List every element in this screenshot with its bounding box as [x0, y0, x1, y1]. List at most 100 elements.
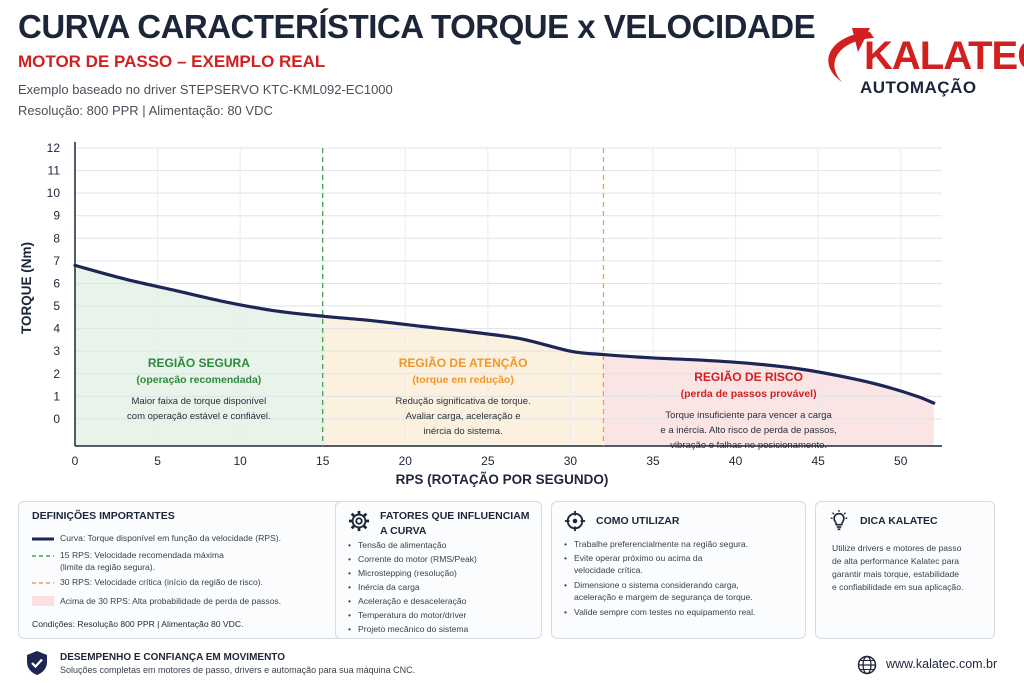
reference-lines — [322, 148, 605, 446]
logo-swoosh — [828, 28, 874, 82]
definition-text: Curva: Torque disponível em função da ve… — [60, 533, 282, 543]
kalatec-logo: KALATEC AUTOMAÇÃO — [812, 22, 1024, 100]
x-tick-label: 15 — [316, 454, 330, 468]
y-tick-label: 9 — [53, 209, 60, 223]
region-description: com operação estável e confiável. — [127, 411, 271, 422]
region-description: Torque insuficiente para vencer a carga — [665, 410, 832, 421]
driver-info: Exemplo baseado no driver STEPSERVO KTC-… — [18, 82, 393, 97]
usage-item-text-2: aceleração e margem de segurança de torq… — [574, 592, 753, 602]
region-labels: REGIÃO SEGURA (operação recomendada) Maior… — [127, 355, 837, 451]
tip-card: DICA KALATEC Utilize drivers e motores d… — [815, 501, 995, 639]
x-tick-label: 0 — [72, 454, 79, 468]
region-subtitle: (operação recomendada) — [136, 374, 261, 386]
region-description: inércia do sistema. — [423, 426, 502, 437]
tip-title: DICA KALATEC — [860, 515, 938, 527]
y-tick-label: 12 — [47, 141, 61, 155]
gear-icon — [348, 510, 370, 532]
page-subtitle: MOTOR DE PASSO – EXEMPLO REAL — [18, 52, 326, 71]
definition-text: 30 RPS: Velocidade crítica (início da re… — [60, 577, 264, 587]
website-link[interactable]: www.kalatec.com.br — [886, 657, 998, 671]
region-fill-0 — [75, 265, 323, 446]
y-tick-label: 5 — [53, 299, 60, 313]
factors-title-2: A CURVA — [380, 525, 427, 537]
region-description: Avaliar carga, aceleração e — [406, 411, 521, 422]
usage-item-text: Evite operar próximo ou acima da — [574, 553, 703, 563]
factor-item: Tensão de alimentação — [348, 539, 446, 551]
x-tick-label: 40 — [729, 454, 743, 468]
definitions-title: DEFINIÇÕES IMPORTANTES — [32, 510, 175, 522]
y-tick-label: 0 — [53, 412, 60, 426]
y-tick-label: 10 — [47, 186, 61, 200]
y-tick-label: 11 — [48, 164, 61, 178]
definition-text-2: (limite da região segura). — [60, 562, 156, 572]
definition-15rps: 15 RPS: Velocidade recomendada máxima (l… — [32, 549, 224, 573]
region-title: REGIÃO SEGURA — [148, 355, 250, 370]
x-tick-label: 5 — [154, 454, 161, 468]
tip-line: de alta performance Kalatec para — [832, 556, 960, 566]
y-tick-label: 2 — [53, 367, 60, 381]
target-icon — [564, 510, 586, 532]
usage-item: Dimensione o sistema considerando carga,… — [564, 579, 753, 603]
usage-item: Valide sempre com testes no equipamento … — [564, 606, 756, 618]
usage-item: Evite operar próximo ou acima da velocida… — [564, 552, 703, 576]
factors-card: FATORES QUE INFLUENCIAM A CURVA Tensão d… — [335, 501, 542, 639]
definition-text: 15 RPS: Velocidade recomendada máxima — [60, 550, 224, 560]
logo-sub: AUTOMAÇÃO — [860, 78, 977, 97]
definition-risk: Acima de 30 RPS: Alta probabilidade de p… — [32, 595, 281, 607]
footer: DESEMPENHO E CONFIANÇA EM MOVIMENTO Solu… — [0, 645, 1024, 683]
footer-tagline: Soluções completas em motores de passo, … — [60, 665, 416, 675]
y-tick-label: 6 — [53, 276, 60, 290]
tip-line: Utilize drivers e motores de passo — [832, 543, 962, 553]
usage-item-text: Dimensione o sistema considerando carga, — [574, 580, 739, 590]
factor-item: Corrente do motor (RMS/Peak) — [348, 553, 477, 565]
x-tick-label: 45 — [811, 454, 825, 468]
factor-item: Inércia da carga — [348, 581, 420, 593]
conditions-text: Condições: Resolução 800 PPR | Alimentaç… — [32, 619, 244, 629]
region-subtitle: (perda de passos provável) — [681, 388, 817, 400]
x-tick-label: 50 — [894, 454, 908, 468]
x-tick-label: 20 — [399, 454, 413, 468]
shield-icon — [27, 651, 47, 675]
tip-line: garantir mais torque, estabilidade — [832, 569, 960, 579]
definitions-card: DEFINIÇÕES IMPORTANTES Curva: Torque dis… — [18, 501, 351, 639]
usage-item-text-2: velocidade crítica. — [574, 565, 643, 575]
tip-header: DICA KALATEC — [828, 510, 938, 532]
lightbulb-icon — [830, 510, 848, 531]
logo-brand: KALATEC — [864, 34, 1024, 78]
usage-title: COMO UTILIZAR — [596, 515, 680, 527]
y-tick-label: 8 — [53, 231, 60, 245]
usage-header: COMO UTILIZAR — [564, 510, 679, 532]
factor-item: Temperatura do motor/driver — [348, 609, 466, 621]
risk-swatch-icon — [32, 596, 60, 606]
region-description: vibração e falhas no posicionamento. — [670, 440, 827, 451]
region-title: REGIÃO DE RISCO — [694, 369, 803, 384]
x-tick-label: 10 — [233, 454, 247, 468]
footer-headline: DESEMPENHO E CONFIANÇA EM MOVIMENTO — [60, 652, 286, 663]
region-fill-2 — [603, 354, 934, 446]
orange-dash-icon — [32, 582, 54, 584]
page-title: CURVA CARACTERÍSTICA TORQUE x VELOCIDADE — [18, 8, 816, 45]
region-fill-1 — [322, 316, 604, 446]
usage-item-text: Valide sempre com testes no equipamento … — [574, 607, 756, 617]
y-tick-label: 1 — [53, 389, 60, 403]
green-dash-icon — [32, 555, 54, 557]
region-subtitle: (torque em redução) — [412, 374, 514, 386]
tip-text: Utilize drivers e motores de passo de al… — [832, 542, 963, 594]
regions-layer — [75, 265, 934, 446]
usage-card: COMO UTILIZAR Trabalhe preferencialmente… — [551, 501, 806, 639]
settings-info: Resolução: 800 PPR | Alimentação: 80 VDC — [18, 103, 273, 118]
definition-30rps: 30 RPS: Velocidade crítica (início da re… — [32, 576, 263, 588]
factor-item: Microstepping (resolução) — [348, 567, 457, 579]
x-tick-label: 30 — [564, 454, 578, 468]
region-description: Maior faixa de torque disponível — [132, 396, 267, 407]
x-tick-label: 35 — [646, 454, 660, 468]
usage-item-text: Trabalhe preferencialmente na região seg… — [574, 539, 749, 549]
tip-line: e confiabilidade em sua aplicação. — [832, 582, 964, 592]
x-tick-label: 25 — [481, 454, 495, 468]
region-title: REGIÃO DE ATENÇÃO — [399, 355, 528, 370]
region-description: e a inércia. Alto risco de perda de pass… — [660, 425, 836, 436]
y-tick-label: 7 — [53, 254, 60, 268]
definition-text: Acima de 30 RPS: Alta probabilidade de p… — [60, 596, 282, 606]
region-description: Redução significativa de torque. — [395, 396, 530, 407]
